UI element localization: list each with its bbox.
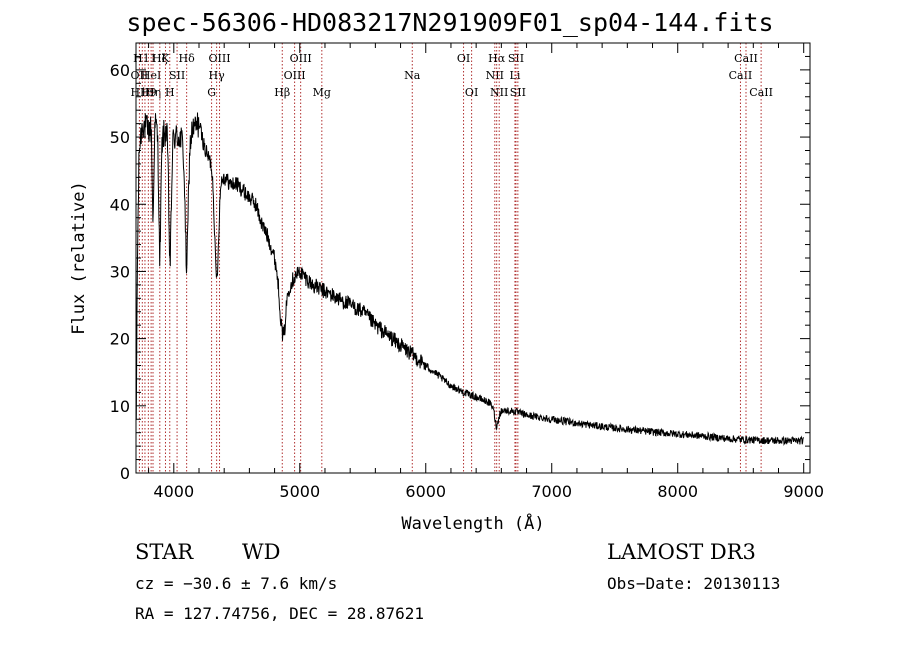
x-tick-label: 9000 — [783, 482, 824, 501]
survey-name: LAMOST DR3 — [607, 540, 756, 564]
y-tick-label: 20 — [110, 330, 130, 349]
y-tick-label: 0 — [120, 464, 130, 483]
line-marker-label: Hβ — [274, 86, 290, 99]
line-marker-label: Hγ — [209, 69, 226, 82]
x-tick-label: 7000 — [531, 482, 572, 501]
line-marker-label: H — [165, 86, 175, 99]
y-axis-label: Flux (relative) — [69, 181, 89, 335]
line-marker-label: SII — [169, 69, 185, 82]
line-marker-label: NII — [486, 69, 504, 82]
line-marker-label: G — [207, 86, 216, 99]
axes: 4000 5000 6000 7000 8000 9000 0 10 20 30 40 50 60 — [110, 43, 824, 501]
line-marker-label: OIII — [290, 52, 312, 65]
y-tick-label: 40 — [110, 195, 130, 214]
line-markers: OIIH10H11H9HeIHηHζKHSIIHδGHγOIIIHβOIIIOI… — [131, 43, 773, 473]
object-subclass: WD — [242, 540, 281, 564]
line-marker-label: SII — [508, 52, 524, 65]
line-marker-label: Hζ — [152, 52, 168, 65]
line-marker-label: K — [161, 52, 170, 65]
line-marker-label: CaII — [729, 69, 753, 82]
object-class: STAR — [135, 540, 194, 564]
line-marker-label: Mg — [313, 86, 331, 99]
chart-title: spec-56306-HD083217N291909F01_sp04-144.f… — [126, 8, 774, 37]
plot-frame — [135, 42, 811, 474]
line-marker-label: OIII — [208, 52, 230, 65]
spectrum-line — [135, 112, 804, 447]
line-marker-label: CaII — [749, 86, 773, 99]
coordinates: RA = 127.74756, DEC = 28.87621 — [135, 604, 424, 623]
y-tick-label: 10 — [110, 397, 130, 416]
redshift-velocity: cz = −30.6 ± 7.6 km/s — [135, 574, 338, 593]
x-tick-label: 4000 — [153, 482, 194, 501]
line-marker-label: Hα — [488, 52, 506, 65]
y-tick-label: 60 — [110, 61, 130, 80]
y-tick-label: 50 — [110, 128, 130, 147]
x-axis-label: Wavelength (Å) — [401, 512, 544, 534]
line-marker-label: H9 — [140, 86, 157, 99]
line-marker-label: Na — [404, 69, 421, 82]
line-marker-label: SII — [510, 86, 526, 99]
line-marker-label: OI — [457, 52, 470, 65]
line-marker-label: OII — [131, 69, 149, 82]
line-marker-label: NII — [490, 86, 508, 99]
line-marker-label: Hδ — [179, 52, 196, 65]
y-tick-label: 30 — [110, 262, 130, 281]
line-marker-label: Li — [510, 69, 521, 82]
x-tick-label: 6000 — [405, 482, 446, 501]
line-marker-label: Hη — [145, 86, 161, 99]
line-marker-label: OI — [465, 86, 478, 99]
observation-date: Obs−Date: 20130113 — [607, 574, 781, 593]
x-tick-label: 8000 — [657, 482, 698, 501]
line-marker-label: HeI — [141, 69, 161, 82]
line-marker-label: OIII — [284, 69, 306, 82]
line-marker-label: CaII — [734, 52, 758, 65]
x-tick-label: 5000 — [279, 482, 320, 501]
